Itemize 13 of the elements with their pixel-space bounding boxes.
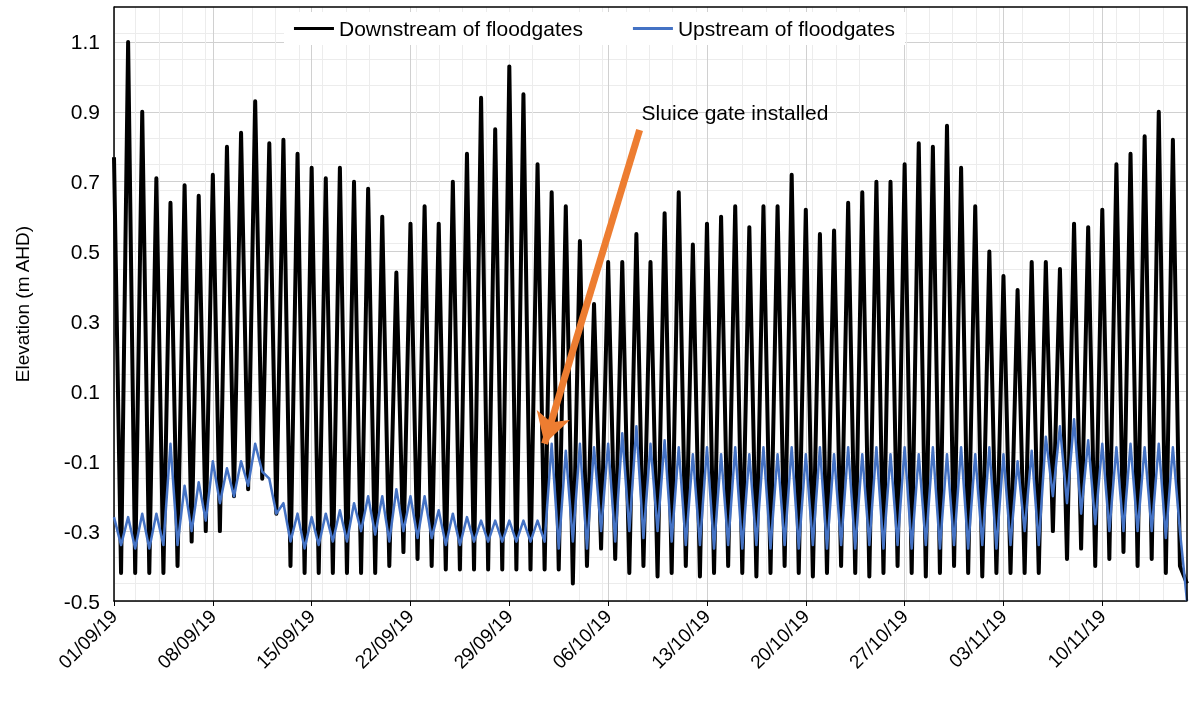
y-tick-label: -0.5 xyxy=(63,589,100,613)
y-tick-label: -0.1 xyxy=(63,449,100,473)
y-tick-label: 0.5 xyxy=(70,240,100,264)
y-tick-label: 0.7 xyxy=(70,170,100,194)
legend-label: Upstream of floodgates xyxy=(677,17,896,40)
y-tick-label: 1.1 xyxy=(70,30,100,54)
legend-label: Downstream of floodgates xyxy=(338,17,583,40)
y-tick-label: 0.9 xyxy=(70,100,100,124)
y-axis-title: Elevation (m AHD) xyxy=(12,225,33,383)
y-tick-label: 0.3 xyxy=(70,309,100,333)
y-tick-label: 0.1 xyxy=(70,379,100,403)
annotation: Sluice gate installed xyxy=(641,101,829,124)
y-tick-label: -0.3 xyxy=(63,519,100,543)
